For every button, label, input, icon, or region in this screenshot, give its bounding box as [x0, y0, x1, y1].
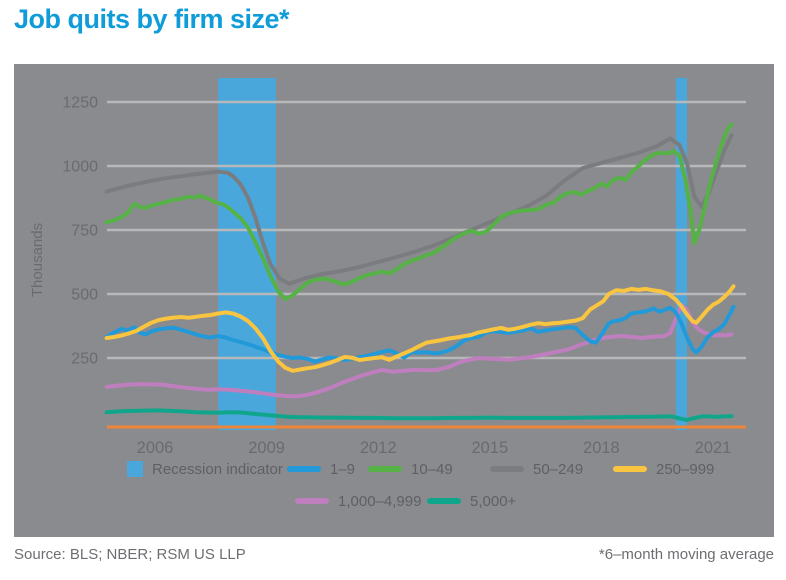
legend-label: 50–249 — [533, 460, 584, 478]
page-title: Job quits by firm size* — [14, 4, 290, 34]
series-line-1-000-4-999 — [104, 302, 734, 399]
legend-item-5000-plus: 5,000+ — [427, 492, 517, 510]
series-line-5-000+ — [104, 408, 734, 422]
series-swatch-1-9 — [287, 466, 321, 472]
series-swatch-250-999 — [613, 466, 647, 472]
y-tick-label: 250 — [71, 351, 98, 368]
recession-band — [675, 78, 687, 430]
series-swatch-50-249 — [490, 466, 524, 472]
series-line-50-249 — [104, 133, 734, 286]
x-tick-label: 2006 — [137, 439, 174, 457]
y-tick-label: 750 — [71, 223, 98, 240]
series-line-250-999 — [104, 284, 736, 373]
legend-label: 10–49 — [411, 460, 453, 478]
y-axis-title: Thousands — [29, 223, 46, 297]
x-tick-label: 2009 — [248, 439, 285, 457]
x-tick-label: 2021 — [695, 439, 732, 457]
x-tick-label: 2015 — [471, 439, 508, 457]
y-tick-label: 1000 — [62, 159, 98, 176]
legend-item-1-9: 1–9 — [287, 460, 356, 478]
series-swatch-10-49 — [368, 466, 402, 472]
legend-item-10-49: 10–49 — [368, 460, 453, 478]
recession-bands — [218, 78, 687, 430]
x-axis-labels: 2006 2009 2012 2015 2018 2021 — [137, 439, 732, 457]
x-tick-label: 2012 — [360, 439, 397, 457]
legend-item-50-249: 50–249 — [490, 460, 584, 478]
footnote: *6–month moving average — [598, 546, 774, 563]
footer: Source: BLS; NBER; RSM US LLP *6–month m… — [14, 546, 774, 563]
series-line-1-9 — [104, 304, 736, 364]
legend-label: 1,000–4,999 — [338, 492, 422, 510]
recession-indicator-swatch — [127, 461, 143, 477]
legend-label: 5,000+ — [470, 492, 517, 510]
legend-label: 1–9 — [330, 460, 356, 478]
series-swatch-5000-plus — [427, 498, 461, 504]
legend-label: Recession indicator — [152, 460, 283, 478]
x-tick-label: 2018 — [583, 439, 620, 457]
legend-item-recession: Recession indicator — [127, 460, 283, 478]
gridlines — [107, 100, 746, 360]
legend-label: 250–999 — [656, 460, 715, 478]
series-line-10-49 — [104, 122, 734, 302]
y-tick-label: 500 — [71, 287, 98, 304]
legend-item-250-999: 250–999 — [613, 460, 715, 478]
y-axis-labels: 250 500 750 1000 1250 — [62, 95, 98, 368]
chart-card: 250 500 750 1000 1250 Thousands 2006 2009 2012 20… — [14, 64, 774, 537]
y-tick-label: 1250 — [62, 95, 98, 112]
legend-item-1000-4999: 1,000–4,999 — [295, 492, 422, 510]
series-swatch-1000-4999 — [295, 498, 329, 504]
source-note: Source: BLS; NBER; RSM US LLP — [14, 546, 246, 563]
